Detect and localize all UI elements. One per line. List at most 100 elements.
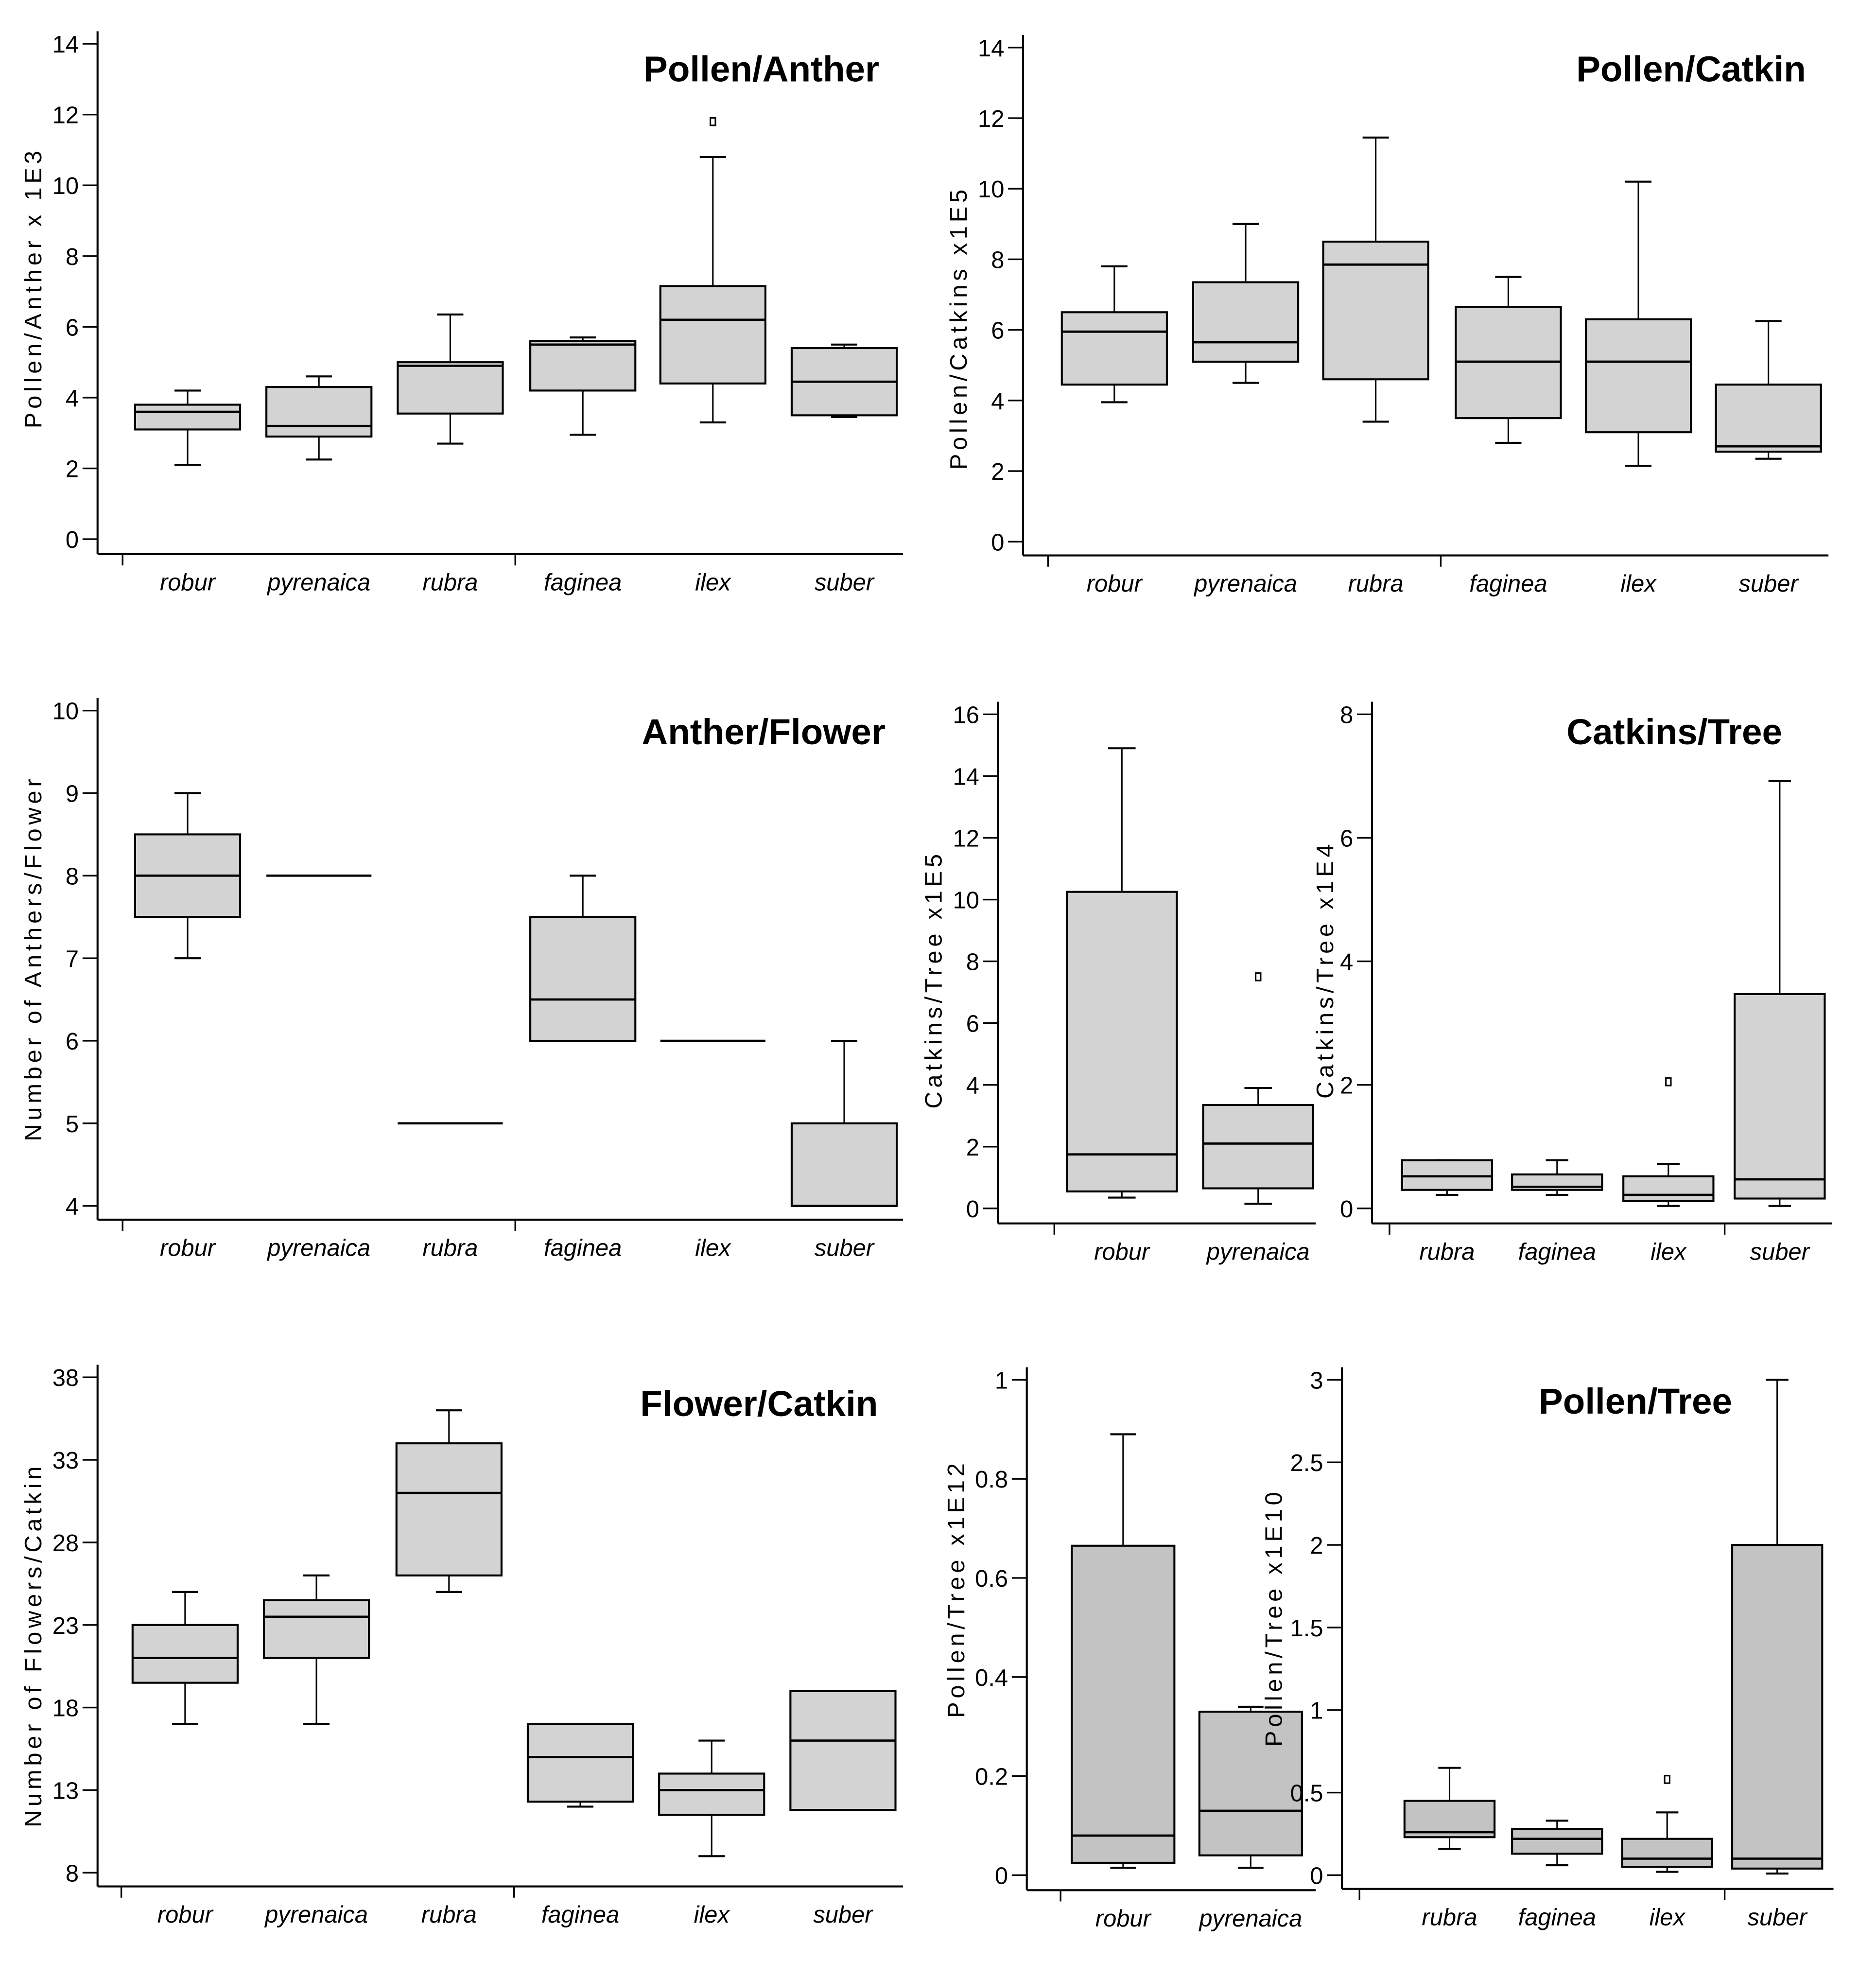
- x-tick-label: ilex: [1650, 1904, 1686, 1930]
- x-tick-label: faginea: [1469, 571, 1547, 597]
- x-tick-label: robur: [1087, 571, 1143, 597]
- y-axis-label: Pollen/Tree x1E12: [943, 1459, 970, 1718]
- y-tick-label: 33: [52, 1448, 79, 1474]
- y-tick-label: 10: [52, 173, 79, 199]
- box-faginea: [529, 875, 637, 1042]
- y-tick-label: 2: [991, 459, 1004, 485]
- x-tick-label: rubra: [1419, 1239, 1475, 1265]
- y-tick-label: 9: [66, 781, 79, 807]
- box-faginea: [526, 1723, 634, 1808]
- y-tick-label: 0: [995, 1863, 1008, 1889]
- box-iqr: [134, 403, 242, 431]
- x-tick-label: faginea: [1518, 1904, 1596, 1930]
- y-tick-label: 3: [1310, 1367, 1323, 1394]
- chart-title: Pollen/Catkin: [1576, 48, 1806, 89]
- y-tick-label: 0: [966, 1196, 979, 1223]
- y-tick-label: 2: [66, 456, 79, 483]
- chart-panel-5: 0 2 4 6 8 rubra faginea ilex suber Catkins/Tree Ca…: [1312, 701, 1832, 1265]
- y-axis-label: Catkins/Tree x1E4: [1312, 841, 1338, 1099]
- box-iqr: [1715, 384, 1822, 453]
- chart-panel-3: 4 5 6 7 8 9 10 robur pyrenaica rubra faginea ilex su…: [20, 698, 903, 1261]
- box-pyrenaica: [1202, 972, 1315, 1205]
- box-rubra: [1403, 1767, 1496, 1850]
- x-tick-label: pyrenaica: [266, 1235, 370, 1261]
- box-iqr: [1621, 1838, 1713, 1868]
- y-tick-label: 12: [978, 106, 1004, 132]
- x-tick-label: ilex: [1620, 571, 1657, 597]
- box-iqr: [1071, 1544, 1176, 1864]
- y-tick-label: 0: [991, 529, 1004, 556]
- box-iqr: [529, 916, 637, 1042]
- y-tick-label: 12: [953, 825, 979, 852]
- chart-title: Flower/Catkin: [640, 1383, 878, 1424]
- box-ilex: [1621, 1775, 1713, 1873]
- y-tick-label: 4: [1340, 949, 1353, 976]
- box-iqr: [1060, 311, 1168, 386]
- y-axis-label: Number of Flowers/Catkin: [20, 1463, 47, 1827]
- y-tick-label: 4: [966, 1073, 979, 1099]
- chart-title: Catkins/Tree: [1566, 711, 1782, 752]
- x-tick-label: ilex: [1650, 1239, 1687, 1265]
- chart-panel-7: 0 0.2 0.4 0.6 0.8 1 robur pyrenaica Pollen/Tree …: [943, 1367, 1316, 1932]
- x-tick-label: rubra: [1348, 571, 1404, 597]
- box-robur: [134, 792, 242, 960]
- y-tick-label: 13: [52, 1778, 79, 1804]
- y-tick-label: 14: [953, 764, 979, 790]
- y-tick-label: 0.4: [975, 1665, 1008, 1691]
- y-tick-label: 10: [52, 699, 79, 725]
- y-tick-label: 38: [52, 1365, 79, 1391]
- outlier-point: [1665, 1077, 1672, 1086]
- box-pyrenaica: [1192, 223, 1300, 384]
- box-iqr: [1511, 1828, 1603, 1855]
- x-tick-label: suber: [815, 570, 875, 596]
- box-robur: [1060, 265, 1168, 403]
- y-tick-label: 10: [978, 176, 1004, 203]
- box-iqr: [1401, 1159, 1494, 1191]
- y-tick-label: 12: [52, 103, 79, 129]
- box-iqr: [1192, 281, 1300, 363]
- x-tick-label: suber: [1748, 1904, 1808, 1930]
- y-tick-label: 6: [66, 315, 79, 341]
- y-tick-label: 6: [66, 1029, 79, 1055]
- y-tick-label: 1: [1310, 1698, 1323, 1724]
- y-axis-label: Number of Anthers/Flower: [20, 775, 47, 1141]
- box-iqr: [1065, 891, 1178, 1192]
- y-tick-label: 1: [995, 1367, 1008, 1394]
- box-iqr: [1622, 1175, 1715, 1202]
- y-tick-label: 6: [966, 1011, 979, 1037]
- box-iqr: [395, 1442, 503, 1576]
- x-tick-label: ilex: [694, 1902, 730, 1928]
- x-tick-label: suber: [1739, 571, 1799, 597]
- box-ilex: [659, 117, 766, 423]
- y-tick-label: 1.5: [1290, 1615, 1323, 1642]
- box-iqr: [1731, 1543, 1824, 1870]
- box-suber: [790, 1039, 898, 1208]
- box-pyrenaica: [1198, 1705, 1303, 1869]
- y-tick-label: 14: [978, 35, 1004, 62]
- box-ilex: [1584, 180, 1692, 467]
- chart-title: Anther/Flower: [642, 711, 886, 752]
- y-tick-label: 0.2: [975, 1764, 1008, 1790]
- y-tick-label: 6: [991, 318, 1004, 344]
- chart-panel-4: 0 2 4 6 8 10 12 14 16 robur pyrenaica Catkins/Tree …: [921, 701, 1316, 1265]
- box-robur: [134, 389, 242, 466]
- box-rubra: [395, 1409, 503, 1593]
- y-tick-label: 5: [66, 1111, 79, 1138]
- y-tick-label: 6: [1340, 825, 1353, 852]
- outlier-point: [1664, 1775, 1670, 1784]
- y-tick-label: 16: [953, 702, 979, 728]
- y-tick-label: 18: [52, 1696, 79, 1722]
- box-iqr: [265, 386, 373, 438]
- y-tick-label: 14: [52, 32, 79, 58]
- box-robur: [131, 1591, 239, 1725]
- box-iqr: [658, 1772, 765, 1816]
- box-suber: [1715, 320, 1822, 460]
- box-robur: [1065, 747, 1178, 1199]
- x-tick-label: suber: [813, 1902, 873, 1928]
- y-axis-label: Catkins/Tree x1E5: [921, 850, 947, 1108]
- box-suber: [1731, 1379, 1824, 1875]
- box-pyrenaica: [265, 375, 373, 461]
- chart-panel-8: 0 0.5 1 1.5 2 2.5 3 rubra faginea ilex suber Pollen…: [1261, 1367, 1834, 1930]
- y-tick-label: 0.5: [1290, 1781, 1323, 1807]
- x-tick-label: rubra: [421, 1902, 477, 1928]
